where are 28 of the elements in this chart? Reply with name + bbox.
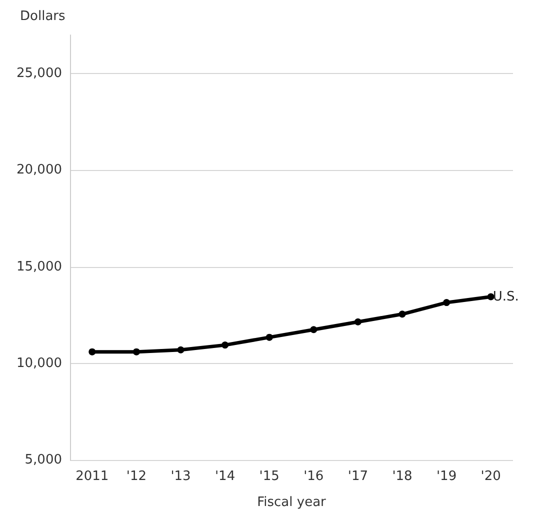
point xyxy=(177,346,184,354)
point xyxy=(88,348,96,356)
point xyxy=(222,342,229,349)
x-axis-title: Fiscal year xyxy=(257,495,327,510)
x-tick-label: '15 xyxy=(259,469,280,484)
y-tick-label: 20,000 xyxy=(16,162,62,178)
y-tick-label: 15,000 xyxy=(16,259,62,274)
x-tick-label: '14 xyxy=(214,469,236,484)
series-label: U.S. xyxy=(492,289,519,304)
point xyxy=(398,310,406,318)
y-axis-title: Dollars xyxy=(20,9,66,24)
x-tick-label: '13 xyxy=(170,469,191,484)
point xyxy=(487,293,494,300)
point xyxy=(354,318,362,326)
x-tick-label: '17 xyxy=(348,469,368,484)
x-tick-label: '20 xyxy=(480,469,501,484)
y-tick-label: 25,000 xyxy=(16,66,62,82)
x-tick-label: '12 xyxy=(126,469,147,484)
y-tick-label: 10,000 xyxy=(16,356,62,371)
point xyxy=(443,299,450,306)
x-tick-label: '19 xyxy=(436,469,457,484)
x-tick-label: 2011 xyxy=(76,469,109,484)
point xyxy=(132,348,140,356)
y-tick-label: 5,000 xyxy=(24,452,62,468)
point xyxy=(310,326,318,334)
x-tick-label: '16 xyxy=(304,469,324,484)
x-tick-label: '18 xyxy=(392,469,412,484)
point xyxy=(266,334,273,341)
